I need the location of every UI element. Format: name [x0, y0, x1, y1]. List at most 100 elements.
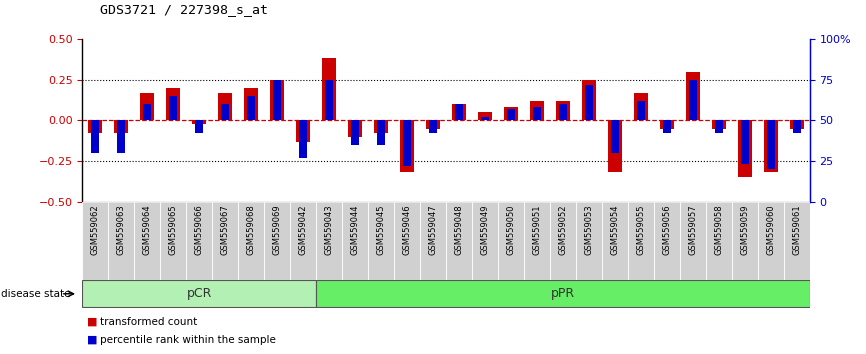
- Bar: [732, 202, 758, 280]
- Bar: [88, 120, 102, 133]
- Text: transformed count: transformed count: [100, 317, 197, 327]
- Bar: [186, 202, 212, 280]
- Bar: [300, 120, 307, 158]
- Bar: [764, 120, 778, 172]
- Bar: [452, 104, 466, 120]
- Bar: [478, 112, 492, 120]
- Bar: [264, 202, 290, 280]
- Bar: [273, 80, 281, 120]
- Bar: [238, 202, 264, 280]
- Bar: [403, 120, 411, 166]
- Bar: [244, 88, 258, 120]
- Text: disease state: disease state: [1, 289, 70, 299]
- Text: GSM559044: GSM559044: [351, 204, 359, 255]
- Bar: [296, 120, 310, 142]
- Text: GSM559047: GSM559047: [429, 204, 437, 255]
- Bar: [559, 104, 566, 120]
- Bar: [686, 72, 700, 120]
- Bar: [221, 104, 229, 120]
- Text: GSM559066: GSM559066: [195, 204, 204, 255]
- Text: ■: ■: [87, 317, 97, 327]
- Bar: [218, 93, 232, 120]
- Text: GSM559062: GSM559062: [91, 204, 100, 255]
- Bar: [374, 120, 388, 133]
- Bar: [585, 85, 592, 120]
- Bar: [212, 202, 238, 280]
- Bar: [82, 280, 316, 307]
- Bar: [608, 120, 622, 172]
- Text: GSM559061: GSM559061: [792, 204, 801, 255]
- Bar: [533, 107, 540, 120]
- Bar: [368, 202, 394, 280]
- Bar: [758, 202, 784, 280]
- Bar: [290, 202, 316, 280]
- Bar: [91, 120, 99, 153]
- Bar: [790, 120, 804, 129]
- Text: GSM559064: GSM559064: [143, 204, 152, 255]
- Text: GSM559060: GSM559060: [766, 204, 775, 255]
- Bar: [582, 80, 596, 120]
- Bar: [507, 109, 514, 120]
- Bar: [680, 202, 706, 280]
- Bar: [140, 93, 154, 120]
- Text: GSM559059: GSM559059: [740, 204, 749, 255]
- Bar: [430, 120, 437, 133]
- Text: GSM559058: GSM559058: [714, 204, 723, 255]
- Bar: [342, 202, 368, 280]
- Bar: [134, 202, 160, 280]
- Bar: [117, 120, 125, 153]
- Text: GSM559050: GSM559050: [507, 204, 515, 255]
- Text: pPR: pPR: [551, 287, 575, 300]
- Bar: [270, 80, 284, 120]
- Bar: [426, 120, 440, 129]
- Bar: [550, 202, 576, 280]
- Bar: [322, 58, 336, 120]
- Bar: [196, 120, 203, 133]
- Bar: [420, 202, 446, 280]
- Bar: [654, 202, 680, 280]
- Bar: [738, 120, 752, 177]
- Bar: [248, 96, 255, 120]
- Bar: [741, 120, 748, 164]
- Bar: [767, 120, 775, 169]
- Bar: [706, 202, 732, 280]
- Bar: [637, 101, 644, 120]
- Text: percentile rank within the sample: percentile rank within the sample: [100, 335, 275, 345]
- Text: GSM559046: GSM559046: [403, 204, 411, 255]
- Bar: [456, 104, 462, 120]
- Bar: [715, 120, 722, 133]
- Bar: [446, 202, 472, 280]
- Bar: [400, 120, 414, 172]
- Bar: [394, 202, 420, 280]
- Bar: [316, 202, 342, 280]
- Bar: [504, 107, 518, 120]
- Bar: [663, 120, 670, 133]
- Bar: [108, 202, 134, 280]
- Bar: [143, 104, 151, 120]
- Text: GSM559043: GSM559043: [325, 204, 333, 255]
- Bar: [82, 202, 108, 280]
- Bar: [530, 101, 544, 120]
- Bar: [481, 117, 488, 120]
- Bar: [472, 202, 498, 280]
- Bar: [660, 120, 674, 129]
- Bar: [556, 101, 570, 120]
- Bar: [498, 202, 524, 280]
- Bar: [192, 120, 206, 124]
- Text: ■: ■: [87, 335, 97, 345]
- Bar: [160, 202, 186, 280]
- Bar: [166, 88, 180, 120]
- Bar: [316, 280, 810, 307]
- Bar: [634, 93, 648, 120]
- Bar: [793, 120, 801, 133]
- Text: GSM559069: GSM559069: [273, 204, 281, 255]
- Text: GSM559063: GSM559063: [117, 204, 126, 255]
- Bar: [611, 120, 618, 153]
- Text: GSM559054: GSM559054: [611, 204, 619, 255]
- Text: GSM559055: GSM559055: [637, 204, 645, 255]
- Text: GSM559068: GSM559068: [247, 204, 255, 255]
- Bar: [114, 120, 128, 133]
- Text: GSM559048: GSM559048: [455, 204, 463, 255]
- Text: GSM559052: GSM559052: [559, 204, 567, 255]
- Text: GSM559042: GSM559042: [299, 204, 307, 255]
